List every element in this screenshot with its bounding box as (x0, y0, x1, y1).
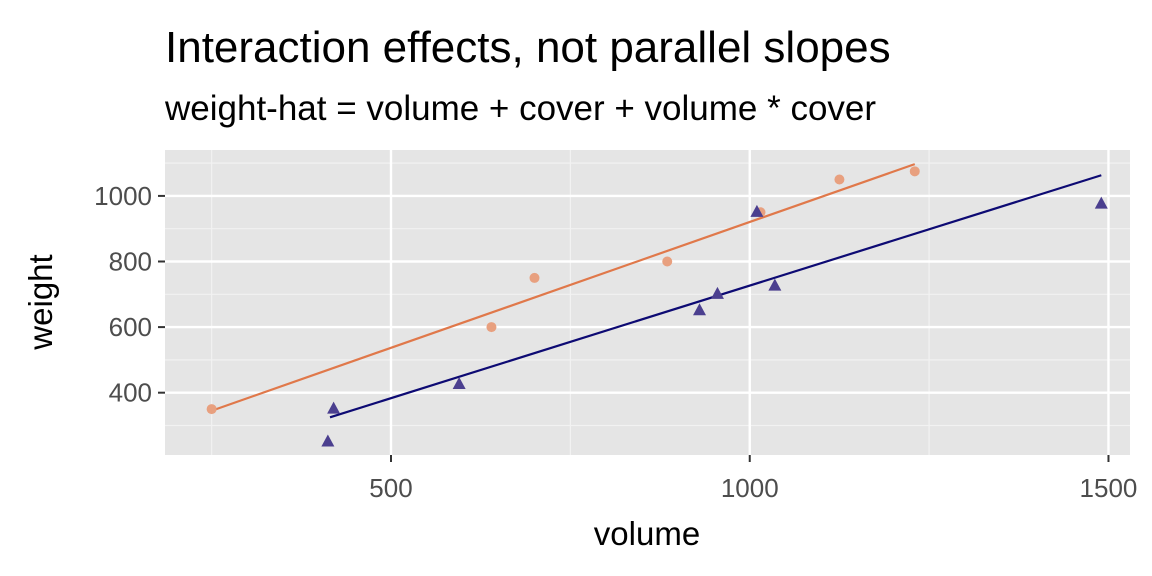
y-axis-ticks: 400 600 800 1000 (94, 181, 165, 408)
data-point-series-2 (693, 303, 707, 316)
data-point-series-2 (452, 377, 466, 390)
plot-panel (165, 150, 1130, 455)
chart-subtitle: weight-hat = volume + cover + volume * c… (164, 89, 876, 128)
data-point-series-1 (206, 404, 217, 415)
y-axis-title: weight (22, 254, 59, 350)
x-tick-label: 1500 (1080, 473, 1138, 503)
data-point-series-2 (750, 204, 764, 217)
data-point-series-2 (327, 401, 341, 414)
major-gridlines (165, 150, 1130, 455)
y-tick-label: 600 (109, 312, 152, 342)
minor-gridlines (165, 150, 1130, 455)
chart-title: Interaction effects, not parallel slopes (165, 23, 891, 72)
y-tick-label: 1000 (94, 181, 152, 211)
x-axis-ticks: 500 1000 1500 (369, 455, 1137, 503)
data-point-series-1 (529, 272, 540, 283)
y-tick-label: 800 (109, 247, 152, 277)
data-point-series-1 (834, 174, 845, 185)
fit-line-series-1 (211, 163, 916, 412)
data-point-series-2 (321, 434, 335, 447)
data-point-series-1 (662, 256, 673, 267)
x-axis-title: volume (594, 515, 700, 552)
data-point-series-2 (1094, 196, 1108, 209)
y-tick-label: 400 (109, 378, 152, 408)
data-points (206, 166, 1108, 447)
data-point-series-2 (710, 286, 724, 299)
x-tick-label: 500 (369, 473, 412, 503)
x-tick-label: 1000 (721, 473, 779, 503)
data-point-series-1 (909, 166, 920, 177)
data-point-series-2 (768, 278, 782, 291)
data-point-series-1 (486, 322, 497, 333)
